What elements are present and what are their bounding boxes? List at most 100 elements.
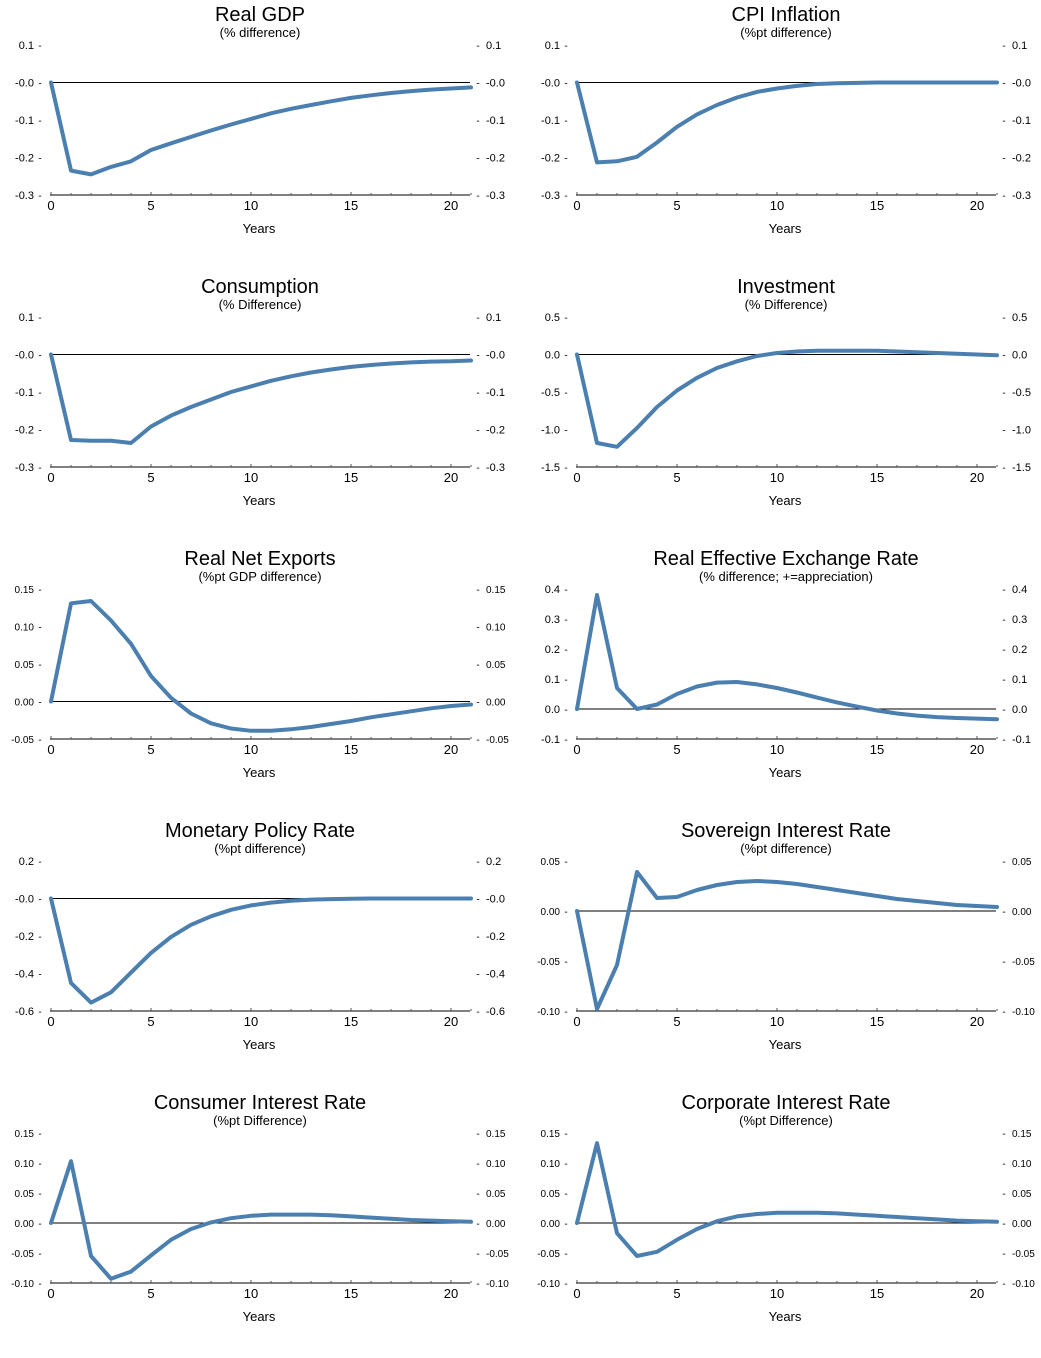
y-tick-mark-left: - bbox=[38, 116, 41, 127]
y-tick-mark-right: - bbox=[476, 41, 479, 52]
line-chart: 0.2- -0.2-0.0- - -0.0-0.2- - -0.2-0.4- - -0.4-0… bbox=[15, 856, 505, 1029]
y-tick-mark-left: - bbox=[38, 1159, 41, 1170]
y-tick-mark-left: - bbox=[38, 388, 41, 399]
y-tick-mark-right: - bbox=[1002, 41, 1005, 52]
x-tick-label: 5 bbox=[147, 470, 154, 485]
y-tick-mark-right: - bbox=[1002, 705, 1005, 716]
y-tick-mark-left: - bbox=[564, 313, 567, 324]
chart-panel: Consumption (% Difference) 0.1- -0.1 -0.0- - -… bbox=[0, 272, 520, 542]
y-tick-mark-left: - bbox=[38, 1189, 41, 1200]
y-tick-label-left: 0.10 bbox=[15, 623, 35, 634]
y-tick-mark-left: - bbox=[38, 1249, 41, 1260]
y-tick-mark-left: - bbox=[564, 1129, 567, 1140]
y-tick-mark-left: - bbox=[38, 41, 41, 52]
x-tick-label: 20 bbox=[970, 470, 984, 485]
x-tick-label: 10 bbox=[244, 1286, 258, 1301]
y-tick-label-left: 0.10 bbox=[15, 1159, 35, 1170]
y-tick-mark-left: - bbox=[564, 1249, 567, 1260]
y-tick-label-left: 0.1 bbox=[19, 40, 34, 52]
y-tick-mark-left: - bbox=[564, 116, 567, 127]
y-tick-mark-right: - bbox=[1002, 645, 1005, 656]
chart-subtitle: (%pt GDP difference) bbox=[198, 569, 322, 584]
y-tick-label-right: 0.10 bbox=[1012, 1159, 1032, 1170]
y-tick-label-left: -0.0 bbox=[15, 350, 34, 362]
y-tick-mark-right: - bbox=[1002, 388, 1005, 399]
y-tick-mark-right: - bbox=[476, 1007, 479, 1018]
y-tick-label-right: -0.6 bbox=[486, 1006, 505, 1018]
y-tick-mark-right: - bbox=[1002, 1159, 1005, 1170]
y-tick-mark-left: - bbox=[564, 351, 567, 362]
y-tick-mark-left: - bbox=[564, 705, 567, 716]
y-tick-mark-right: - bbox=[1002, 907, 1005, 918]
y-tick-label-left: 0.4 bbox=[545, 584, 560, 596]
x-tick-label: 20 bbox=[444, 742, 458, 757]
line-chart: 0.1- -0.1-0.0- - -0.0-0.1- - -0.1-0.2- - -0.2-0… bbox=[541, 40, 1031, 213]
y-tick-label-right: -0.3 bbox=[486, 190, 505, 202]
y-tick-label-right: -0.2 bbox=[486, 425, 505, 437]
chart-panel: Consumer Interest Rate (%pt Difference) 0.… bbox=[0, 1088, 520, 1358]
y-tick-label-right: -0.2 bbox=[486, 931, 505, 943]
y-tick-label-left: 0.05 bbox=[541, 857, 561, 868]
y-tick-label-right: -0.0 bbox=[1012, 78, 1031, 90]
y-tick-label-right: -0.0 bbox=[486, 350, 505, 362]
y-tick-label-left: -0.2 bbox=[15, 153, 34, 165]
y-tick-label-left: -0.3 bbox=[15, 190, 34, 202]
y-tick-label-left: -0.5 bbox=[541, 387, 560, 399]
series-line bbox=[575, 1141, 999, 1258]
x-tick-label: 15 bbox=[344, 742, 358, 757]
y-tick-mark-right: - bbox=[1002, 585, 1005, 596]
x-tick-label: 20 bbox=[970, 1286, 984, 1301]
y-tick-label-right: 0.1 bbox=[486, 40, 501, 52]
y-tick-mark-right: - bbox=[476, 660, 479, 671]
y-tick-label-left: -0.10 bbox=[11, 1279, 34, 1290]
y-tick-label-left: -0.05 bbox=[11, 735, 34, 746]
y-tick-label-right: 0.1 bbox=[1012, 40, 1027, 52]
chart-panel: Corporate Interest Rate (%pt Difference) 0… bbox=[526, 1088, 1041, 1358]
y-tick-mark-left: - bbox=[564, 957, 567, 968]
chart-subtitle: (%pt difference) bbox=[740, 25, 832, 40]
series-line bbox=[49, 80, 473, 177]
y-tick-mark-right: - bbox=[476, 1129, 479, 1140]
series-line bbox=[575, 348, 999, 449]
y-tick-label-left: -0.2 bbox=[541, 153, 560, 165]
y-tick-mark-left: - bbox=[564, 388, 567, 399]
x-tick-label: 0 bbox=[573, 198, 580, 213]
y-tick-label-left: -0.10 bbox=[537, 1279, 560, 1290]
y-tick-mark-right: - bbox=[476, 154, 479, 165]
y-tick-mark-right: - bbox=[476, 1159, 479, 1170]
y-tick-label-right: -1.5 bbox=[1012, 462, 1031, 474]
y-tick-label-left: -0.05 bbox=[537, 957, 560, 968]
y-tick-label-right: 0.2 bbox=[486, 856, 501, 868]
y-tick-mark-left: - bbox=[564, 463, 567, 474]
y-tick-mark-left: - bbox=[564, 735, 567, 746]
x-tick-label: 10 bbox=[770, 742, 784, 757]
y-tick-label-right: 0.00 bbox=[486, 1219, 506, 1230]
y-tick-label-right: 0.00 bbox=[486, 698, 506, 709]
x-axis-label: Years bbox=[768, 1037, 802, 1052]
y-tick-mark-left: - bbox=[38, 932, 41, 943]
x-tick-label: 15 bbox=[870, 198, 884, 213]
chart-title: CPI Inflation bbox=[731, 4, 841, 26]
y-tick-mark-right: - bbox=[476, 116, 479, 127]
y-tick-label-left: -0.0 bbox=[15, 78, 34, 90]
y-tick-label-left: 0.1 bbox=[545, 40, 560, 52]
series-line bbox=[575, 870, 999, 1011]
y-tick-label-right: 0.2 bbox=[1012, 644, 1027, 656]
y-tick-mark-right: - bbox=[476, 79, 479, 90]
x-axis-label: Years bbox=[768, 1309, 802, 1324]
y-tick-mark-right: - bbox=[1002, 1129, 1005, 1140]
y-tick-mark-left: - bbox=[38, 1219, 41, 1230]
y-tick-label-left: -0.1 bbox=[15, 387, 34, 399]
x-tick-label: 0 bbox=[573, 1286, 580, 1301]
line-chart: 0.15- -0.150.10- -0.100.05- -0.050.00- -0.00… bbox=[11, 1129, 509, 1301]
y-tick-label-left: 0.15 bbox=[15, 585, 35, 596]
y-tick-label-right: 0.0 bbox=[1012, 350, 1027, 362]
y-tick-mark-left: - bbox=[38, 698, 41, 709]
y-tick-label-left: 0.0 bbox=[545, 350, 560, 362]
y-tick-mark-right: - bbox=[1002, 675, 1005, 686]
chart-subtitle: (%pt difference) bbox=[740, 841, 832, 856]
chart-subtitle: (% difference; +=appreciation) bbox=[699, 569, 873, 584]
x-axis-label: Years bbox=[768, 493, 802, 508]
y-tick-label-left: -0.2 bbox=[15, 931, 34, 943]
y-tick-mark-right: - bbox=[1002, 426, 1005, 437]
